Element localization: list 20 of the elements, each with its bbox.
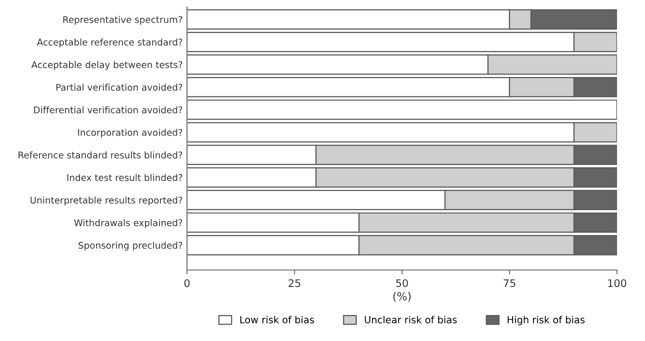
x-tick-label: 100 xyxy=(608,279,626,288)
y-tick-label: Representative spectrum? xyxy=(63,16,182,25)
x-tick-label: 50 xyxy=(396,279,408,288)
x-tick-label: 25 xyxy=(288,279,300,288)
x-axis-title: (%) xyxy=(393,292,411,302)
legend-label: High risk of bias xyxy=(508,316,585,326)
y-tick-label: Acceptable reference standard? xyxy=(36,38,182,48)
y-tick-label: Differential verification avoided? xyxy=(34,106,182,114)
y-tick-label: Index test result blinded? xyxy=(67,174,182,182)
y-tick-label: Incorporation avoided? xyxy=(78,128,182,138)
legend-label: Unclear risk of bias xyxy=(364,316,457,324)
y-tick-label: Sponsoring precluded? xyxy=(78,242,182,251)
y-tick-label: Withdrawals explained? xyxy=(74,219,182,228)
x-tick-label: 75 xyxy=(504,279,516,288)
y-tick-label: Uninterpretable results reported? xyxy=(30,196,182,206)
y-tick-label: Partial verification avoided? xyxy=(56,84,182,91)
y-tick-label: Reference standard results blinded? xyxy=(18,151,182,158)
y-tick-label: Acceptable delay between tests? xyxy=(31,61,182,70)
x-tick-label: 0 xyxy=(184,279,190,288)
legend-label: Low risk of bias xyxy=(240,316,314,324)
